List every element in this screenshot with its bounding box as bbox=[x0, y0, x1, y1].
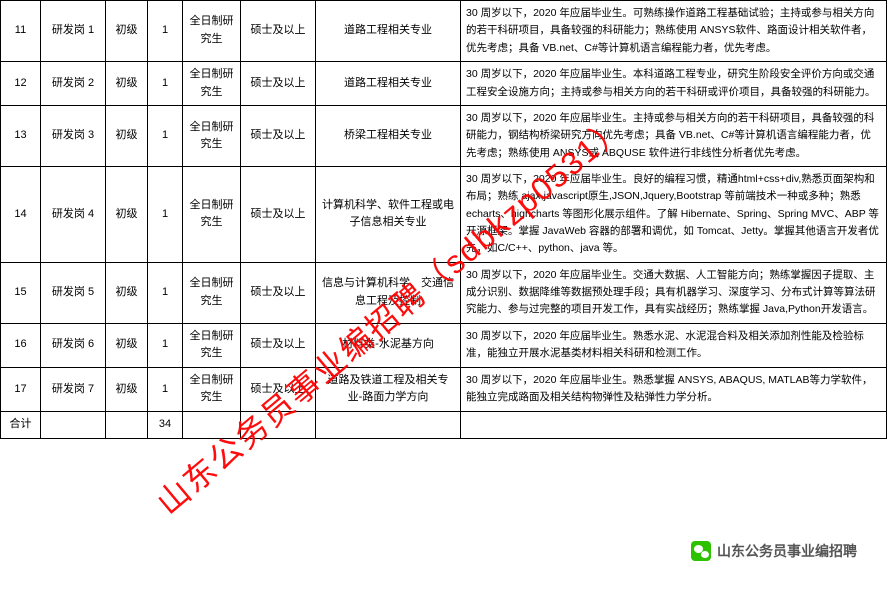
post-cell: 研发岗 4 bbox=[41, 167, 106, 263]
index-cell: 15 bbox=[1, 262, 41, 323]
count-cell: 1 bbox=[148, 167, 183, 263]
post-cell: 研发岗 7 bbox=[41, 367, 106, 411]
edu-type-cell: 全日制研究生 bbox=[183, 323, 241, 367]
post-cell: 研发岗 6 bbox=[41, 323, 106, 367]
edu-type-cell: 全日制研究生 bbox=[183, 106, 241, 167]
table-row: 13研发岗 3初级1全日制研究生硕士及以上桥梁工程相关专业30 周岁以下，202… bbox=[1, 106, 887, 167]
index-cell: 16 bbox=[1, 323, 41, 367]
major-cell: 材料类-水泥基方向 bbox=[316, 323, 461, 367]
empty-cell bbox=[183, 411, 241, 438]
table-row: 14研发岗 4初级1全日制研究生硕士及以上计算机科学、软件工程或电子信息相关专业… bbox=[1, 167, 887, 263]
edu-type-cell: 全日制研究生 bbox=[183, 262, 241, 323]
major-cell: 信息与计算机科学、交通信息工程及控制 bbox=[316, 262, 461, 323]
count-cell: 1 bbox=[148, 1, 183, 62]
level-cell: 初级 bbox=[106, 61, 148, 105]
degree-cell: 硕士及以上 bbox=[241, 61, 316, 105]
major-cell: 道路工程相关专业 bbox=[316, 61, 461, 105]
degree-cell: 硕士及以上 bbox=[241, 262, 316, 323]
index-cell: 14 bbox=[1, 167, 41, 263]
post-cell: 研发岗 3 bbox=[41, 106, 106, 167]
count-cell: 1 bbox=[148, 367, 183, 411]
major-cell: 道路及铁道工程及相关专业-路面力学方向 bbox=[316, 367, 461, 411]
desc-cell: 30 周岁以下，2020 年应届毕业生。熟悉掌握 ANSYS, ABAQUS, … bbox=[461, 367, 887, 411]
desc-cell: 30 周岁以下，2020 年应届毕业生。良好的编程习惯，精通html+css+d… bbox=[461, 167, 887, 263]
major-cell: 道路工程相关专业 bbox=[316, 1, 461, 62]
empty-cell bbox=[241, 411, 316, 438]
empty-cell bbox=[41, 411, 106, 438]
degree-cell: 硕士及以上 bbox=[241, 367, 316, 411]
desc-cell: 30 周岁以下，2020 年应届毕业生。可熟练操作道路工程基础试验；主持或参与相… bbox=[461, 1, 887, 62]
index-cell: 11 bbox=[1, 1, 41, 62]
total-label-cell: 合计 bbox=[1, 411, 41, 438]
major-cell: 计算机科学、软件工程或电子信息相关专业 bbox=[316, 167, 461, 263]
post-cell: 研发岗 5 bbox=[41, 262, 106, 323]
table-row: 15研发岗 5初级1全日制研究生硕士及以上信息与计算机科学、交通信息工程及控制3… bbox=[1, 262, 887, 323]
index-cell: 12 bbox=[1, 61, 41, 105]
desc-cell: 30 周岁以下，2020 年应届毕业生。熟悉水泥、水泥混合料及相关添加剂性能及检… bbox=[461, 323, 887, 367]
level-cell: 初级 bbox=[106, 167, 148, 263]
empty-cell bbox=[106, 411, 148, 438]
level-cell: 初级 bbox=[106, 323, 148, 367]
table-row: 11研发岗 1初级1全日制研究生硕士及以上道路工程相关专业30 周岁以下，202… bbox=[1, 1, 887, 62]
index-cell: 17 bbox=[1, 367, 41, 411]
edu-type-cell: 全日制研究生 bbox=[183, 367, 241, 411]
footer-badge: 山东公务员事业编招聘 bbox=[691, 541, 857, 561]
total-row: 合计 34 bbox=[1, 411, 887, 438]
total-count-cell: 34 bbox=[148, 411, 183, 438]
index-cell: 13 bbox=[1, 106, 41, 167]
table-row: 12研发岗 2初级1全日制研究生硕士及以上道路工程相关专业30 周岁以下，202… bbox=[1, 61, 887, 105]
level-cell: 初级 bbox=[106, 106, 148, 167]
degree-cell: 硕士及以上 bbox=[241, 323, 316, 367]
recruitment-table: 11研发岗 1初级1全日制研究生硕士及以上道路工程相关专业30 周岁以下，202… bbox=[0, 0, 887, 439]
post-cell: 研发岗 2 bbox=[41, 61, 106, 105]
post-cell: 研发岗 1 bbox=[41, 1, 106, 62]
desc-cell: 30 周岁以下，2020 年应届毕业生。本科道路工程专业，研究生阶段安全评价方向… bbox=[461, 61, 887, 105]
degree-cell: 硕士及以上 bbox=[241, 167, 316, 263]
edu-type-cell: 全日制研究生 bbox=[183, 1, 241, 62]
desc-cell: 30 周岁以下，2020 年应届毕业生。交通大数据、人工智能方向；熟练掌握因子提… bbox=[461, 262, 887, 323]
empty-cell bbox=[316, 411, 461, 438]
degree-cell: 硕士及以上 bbox=[241, 106, 316, 167]
table-row: 17研发岗 7初级1全日制研究生硕士及以上道路及铁道工程及相关专业-路面力学方向… bbox=[1, 367, 887, 411]
major-cell: 桥梁工程相关专业 bbox=[316, 106, 461, 167]
count-cell: 1 bbox=[148, 61, 183, 105]
footer-badge-text: 山东公务员事业编招聘 bbox=[717, 541, 857, 561]
desc-cell: 30 周岁以下，2020 年应届毕业生。主持或参与相关方向的若干科研项目，具备较… bbox=[461, 106, 887, 167]
count-cell: 1 bbox=[148, 106, 183, 167]
level-cell: 初级 bbox=[106, 367, 148, 411]
edu-type-cell: 全日制研究生 bbox=[183, 167, 241, 263]
level-cell: 初级 bbox=[106, 262, 148, 323]
wechat-icon bbox=[691, 541, 711, 561]
table-row: 16研发岗 6初级1全日制研究生硕士及以上材料类-水泥基方向30 周岁以下，20… bbox=[1, 323, 887, 367]
edu-type-cell: 全日制研究生 bbox=[183, 61, 241, 105]
count-cell: 1 bbox=[148, 323, 183, 367]
level-cell: 初级 bbox=[106, 1, 148, 62]
degree-cell: 硕士及以上 bbox=[241, 1, 316, 62]
count-cell: 1 bbox=[148, 262, 183, 323]
empty-cell bbox=[461, 411, 887, 438]
